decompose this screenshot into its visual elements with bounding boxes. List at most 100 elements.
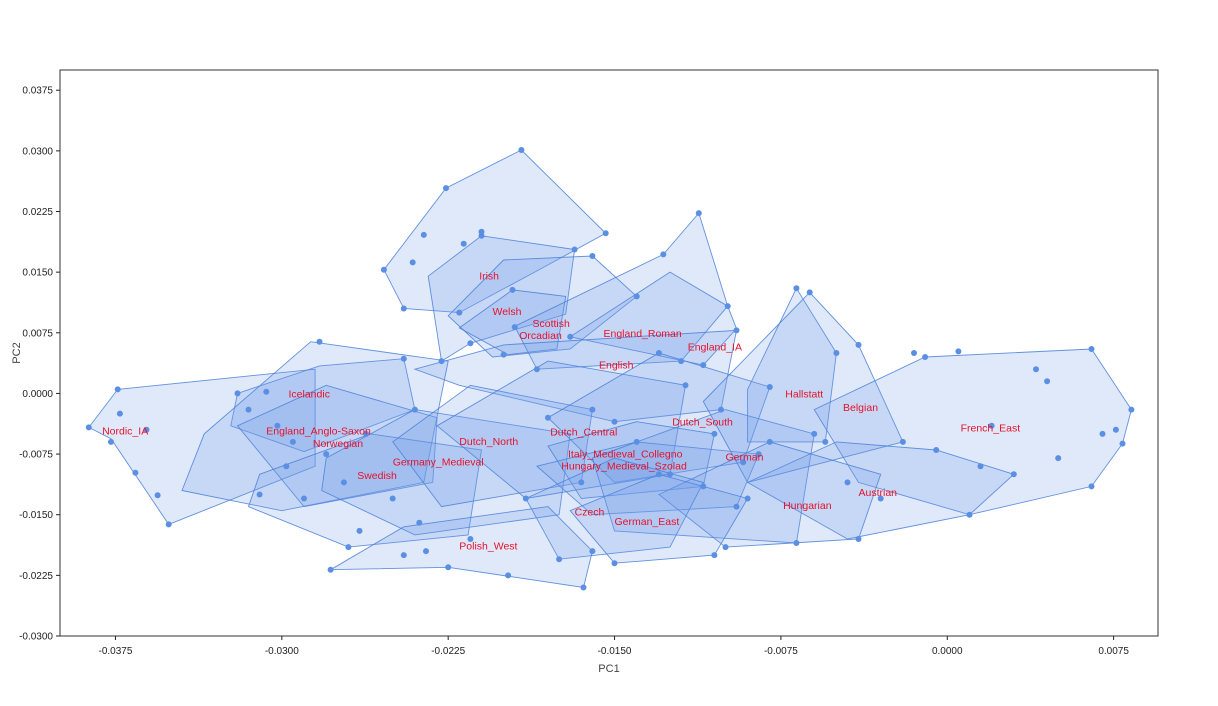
data-point — [567, 333, 574, 340]
x-tick-label: 0.0075 — [1098, 646, 1129, 657]
data-point — [724, 303, 731, 310]
hull-belgian — [702, 291, 904, 483]
data-point — [143, 426, 150, 433]
data-point — [655, 350, 662, 356]
data-point — [234, 390, 241, 397]
y-tick-label: -0.0150 — [19, 510, 53, 521]
data-point — [478, 228, 485, 235]
data-point — [456, 309, 463, 316]
data-point — [85, 424, 92, 431]
x-tick-label: -0.0375 — [98, 646, 132, 657]
data-point — [611, 560, 618, 567]
data-point — [1055, 455, 1062, 462]
data-point — [509, 286, 516, 293]
group-label-hungary-medieval-szolad: Hungary_Medieval_Szolad — [561, 460, 687, 472]
data-point — [833, 350, 840, 356]
data-point — [1112, 426, 1119, 433]
y-tick-label: -0.0300 — [19, 632, 53, 643]
data-point — [165, 521, 172, 528]
data-point — [511, 324, 518, 331]
x-tick-label: -0.0150 — [598, 646, 632, 657]
data-point — [711, 430, 718, 437]
group-label-icelandic: Icelandic — [289, 388, 330, 400]
y-tick-label: -0.0075 — [19, 450, 53, 461]
hull-czech — [525, 457, 704, 560]
hull-german-east — [569, 473, 749, 564]
data-point — [793, 540, 800, 546]
data-point — [678, 358, 685, 365]
data-point — [855, 341, 862, 348]
data-point — [518, 147, 525, 153]
data-point — [263, 388, 270, 395]
data-point — [589, 253, 596, 259]
data-point — [933, 447, 940, 453]
y-tick-label: 0.0300 — [22, 146, 53, 157]
data-point — [416, 519, 423, 526]
data-point — [154, 492, 161, 499]
data-point — [1119, 440, 1126, 447]
group-label-english: English — [599, 359, 634, 371]
data-point — [589, 406, 596, 413]
data-point — [744, 495, 751, 502]
data-point — [389, 495, 396, 502]
data-point — [922, 354, 929, 360]
group-label-norwegian: Norwegian — [313, 438, 363, 450]
y-tick-label: 0.0225 — [22, 207, 53, 218]
group-label-polish-west: Polish_West — [459, 540, 517, 552]
data-point — [478, 232, 485, 239]
data-point — [114, 386, 121, 393]
data-point — [409, 259, 416, 266]
group-label-england-roman: England_Roman — [604, 328, 682, 340]
data-point — [1099, 430, 1106, 437]
data-point — [556, 556, 563, 563]
hull-orcadian — [458, 289, 567, 356]
data-point — [116, 410, 123, 417]
data-point — [1088, 483, 1095, 490]
y-axis-title: PC2 — [11, 342, 23, 363]
data-point — [755, 451, 762, 458]
data-point — [655, 471, 662, 478]
data-point — [700, 362, 707, 369]
data-point — [132, 469, 139, 476]
group-label-england-anglo-saxon: England_Anglo-Saxon — [266, 426, 371, 438]
data-point — [571, 246, 578, 253]
data-point — [323, 451, 330, 458]
data-point — [844, 479, 851, 486]
data-point — [611, 418, 618, 425]
group-label-nordic-ia: Nordic_IA — [102, 426, 148, 438]
data-point — [977, 463, 984, 470]
data-point — [855, 536, 862, 542]
group-label-dutch-south: Dutch_South — [672, 417, 733, 429]
data-point — [443, 185, 449, 192]
data-point — [467, 340, 474, 347]
data-point — [545, 414, 551, 421]
data-point — [899, 438, 906, 445]
group-label-czech: Czech — [575, 507, 605, 519]
group-label-german-east: German_East — [615, 516, 680, 528]
data-point — [420, 231, 427, 238]
data-point — [467, 536, 474, 542]
data-point — [766, 438, 773, 445]
data-point — [1033, 366, 1039, 373]
y-tick-label: 0.0000 — [22, 389, 53, 400]
data-point — [363, 430, 370, 437]
data-point — [966, 511, 973, 518]
data-point — [1128, 406, 1135, 413]
data-point — [327, 566, 334, 573]
data-point — [722, 544, 729, 551]
group-label-hungarian: Hungarian — [783, 500, 832, 512]
data-point — [711, 552, 718, 559]
data-point — [695, 210, 702, 217]
hulls-layer — [88, 149, 1132, 589]
group-label-german: German — [726, 452, 764, 464]
data-point — [245, 406, 252, 413]
data-point — [533, 366, 540, 373]
data-point — [411, 406, 418, 413]
data-point — [955, 348, 962, 355]
x-tick-label: -0.0075 — [764, 646, 798, 657]
hull-hungarian — [658, 441, 882, 548]
data-point — [289, 438, 296, 445]
points-layer — [85, 147, 1135, 591]
data-point — [733, 327, 740, 334]
data-point — [766, 384, 773, 390]
